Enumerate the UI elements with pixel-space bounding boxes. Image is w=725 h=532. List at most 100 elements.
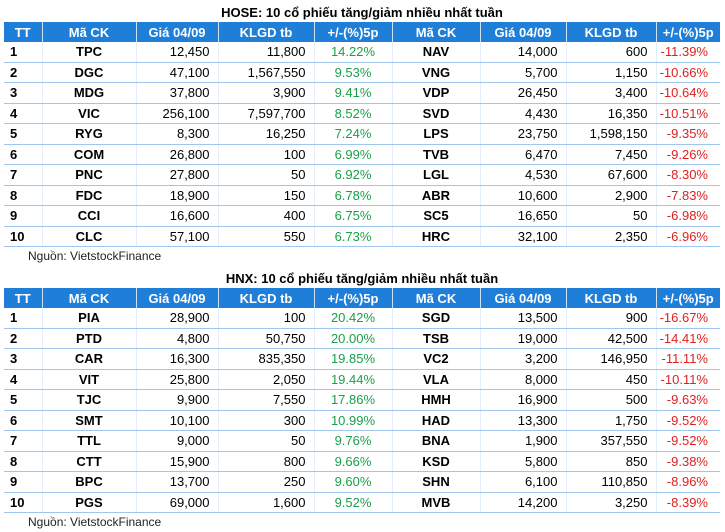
rank-cell: 10 [4,226,43,247]
rank-cell: 6 [4,144,43,165]
loser-volume-cell: 2,350 [566,226,657,247]
table-row: 7 PNC 27,800 50 6.92% LGL 4,530 67,600 -8.30% [4,164,720,186]
loser-price-cell: 14,200 [480,492,567,513]
gainer-price-cell: 9,000 [136,430,219,452]
gainer-volume-cell: 3,900 [218,82,315,104]
rank-cell: 10 [4,492,43,513]
loser-code-cell: LPS [392,123,481,145]
rank-cell: 2 [4,328,43,349]
header-up-change: +/-(%)5p [314,288,393,308]
gainer-volume-cell: 400 [218,205,315,227]
hose-table: TT Mã CK Giá 04/09 KLGD tb +/-(%)5p Mã C… [4,22,720,247]
gainer-code-cell: VIT [42,369,137,390]
gainer-code-cell: RYG [42,123,137,145]
loser-volume-cell: 2,900 [566,185,657,206]
rank-cell: 3 [4,348,43,370]
gainer-code-cell: MDG [42,82,137,104]
gainer-change-cell: 9.60% [314,471,393,493]
loser-price-cell: 5,800 [480,451,567,472]
gainer-change-cell: 8.52% [314,103,393,124]
header-tt: TT [4,288,43,308]
gainer-price-cell: 18,900 [136,185,219,206]
loser-change-cell: -16.67% [656,308,720,329]
rank-cell: 6 [4,410,43,431]
gainer-change-cell: 19.44% [314,369,393,390]
table-row: 2 PTD 4,800 50,750 20.00% TSB 19,000 42,500 -14.… [4,328,720,349]
loser-change-cell: -10.66% [656,62,720,83]
hnx-source-note: Nguồn: VietstockFinance [28,515,162,529]
loser-code-cell: ABR [392,185,481,206]
gainer-code-cell: TTL [42,430,137,452]
header-down-change: +/-(%)5p [656,288,720,308]
loser-change-cell: -9.63% [656,389,720,411]
gainer-change-cell: 9.52% [314,492,393,513]
loser-change-cell: -8.96% [656,471,720,493]
loser-price-cell: 14,000 [480,42,567,63]
loser-volume-cell: 850 [566,451,657,472]
loser-change-cell: -10.11% [656,369,720,390]
rank-cell: 1 [4,42,43,63]
gainer-code-cell: PTD [42,328,137,349]
rank-cell: 2 [4,62,43,83]
loser-code-cell: VNG [392,62,481,83]
gainer-code-cell: CCI [42,205,137,227]
gainer-price-cell: 16,300 [136,348,219,370]
gainer-change-cell: 9.76% [314,430,393,452]
loser-volume-cell: 67,600 [566,164,657,186]
loser-code-cell: SC5 [392,205,481,227]
header-down-volume: KLGD tb [566,288,657,308]
loser-volume-cell: 3,250 [566,492,657,513]
gainer-change-cell: 17.86% [314,389,393,411]
header-up-volume: KLGD tb [218,288,315,308]
gainer-volume-cell: 7,597,700 [218,103,315,124]
loser-price-cell: 23,750 [480,123,567,145]
table-row: 5 RYG 8,300 16,250 7.24% LPS 23,750 1,598,150 -9… [4,123,720,145]
loser-price-cell: 19,000 [480,328,567,349]
gainer-price-cell: 37,800 [136,82,219,104]
gainer-price-cell: 256,100 [136,103,219,124]
gainer-volume-cell: 250 [218,471,315,493]
gainer-change-cell: 6.92% [314,164,393,186]
table-row: 7 TTL 9,000 50 9.76% BNA 1,900 357,550 -9.52% [4,430,720,452]
loser-volume-cell: 1,150 [566,62,657,83]
gainer-change-cell: 6.78% [314,185,393,206]
table-row: 9 CCI 16,600 400 6.75% SC5 16,650 50 -6.98% [4,205,720,227]
gainer-price-cell: 25,800 [136,369,219,390]
rank-cell: 7 [4,164,43,186]
gainer-volume-cell: 50 [218,164,315,186]
hose-rows: 1 TPC 12,450 11,800 14.22% NAV 14,000 600 -11.39… [4,42,720,247]
header-down-change: +/-(%)5p [656,22,720,42]
loser-volume-cell: 50 [566,205,657,227]
hose-section: HOSE: 10 cổ phiếu tăng/giảm nhiều nhất t… [4,4,720,266]
gainer-change-cell: 14.22% [314,42,393,63]
loser-code-cell: LGL [392,164,481,186]
header-up-price: Giá 04/09 [136,22,219,42]
gainer-code-cell: SMT [42,410,137,431]
gainer-price-cell: 47,100 [136,62,219,83]
loser-price-cell: 5,700 [480,62,567,83]
gainer-price-cell: 69,000 [136,492,219,513]
gainer-code-cell: DGC [42,62,137,83]
loser-price-cell: 4,430 [480,103,567,124]
loser-volume-cell: 16,350 [566,103,657,124]
header-up-code: Mã CK [42,22,137,42]
loser-change-cell: -10.51% [656,103,720,124]
gainer-volume-cell: 800 [218,451,315,472]
loser-change-cell: -10.64% [656,82,720,104]
table-row: 3 MDG 37,800 3,900 9.41% VDP 26,450 3,400 -10.64… [4,82,720,104]
header-up-code: Mã CK [42,288,137,308]
gainer-code-cell: TJC [42,389,137,411]
gainer-volume-cell: 7,550 [218,389,315,411]
loser-change-cell: -14.41% [656,328,720,349]
loser-volume-cell: 3,400 [566,82,657,104]
gainer-volume-cell: 300 [218,410,315,431]
gainer-price-cell: 12,450 [136,42,219,63]
loser-volume-cell: 110,850 [566,471,657,493]
hnx-header-row: TT Mã CK Giá 04/09 KLGD tb +/-(%)5p Mã C… [4,288,720,308]
table-row: 8 FDC 18,900 150 6.78% ABR 10,600 2,900 -7.83% [4,185,720,206]
gainer-volume-cell: 50 [218,430,315,452]
table-row: 10 CLC 57,100 550 6.73% HRC 32,100 2,350 -6.96% [4,226,720,247]
gainer-price-cell: 16,600 [136,205,219,227]
gainer-volume-cell: 100 [218,308,315,329]
